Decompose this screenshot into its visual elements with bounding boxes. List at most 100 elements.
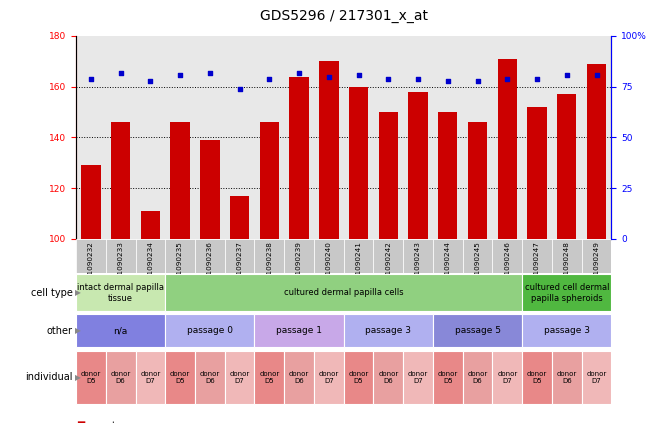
Text: donor
D5: donor D5 — [81, 371, 101, 384]
Text: donor
D6: donor D6 — [110, 371, 131, 384]
Text: donor
D5: donor D5 — [259, 371, 280, 384]
FancyBboxPatch shape — [492, 351, 522, 404]
FancyBboxPatch shape — [106, 351, 136, 404]
FancyBboxPatch shape — [522, 351, 552, 404]
FancyBboxPatch shape — [284, 351, 314, 404]
Text: donor
D6: donor D6 — [289, 371, 309, 384]
Text: donor
D7: donor D7 — [140, 371, 161, 384]
Point — [264, 75, 275, 82]
FancyBboxPatch shape — [254, 239, 284, 273]
Text: GSM1090240: GSM1090240 — [326, 241, 332, 290]
Text: GDS5296 / 217301_x_at: GDS5296 / 217301_x_at — [260, 9, 428, 23]
Text: passage 5: passage 5 — [455, 326, 500, 335]
Text: donor
D5: donor D5 — [527, 371, 547, 384]
FancyBboxPatch shape — [76, 314, 165, 347]
FancyBboxPatch shape — [314, 351, 344, 404]
Text: donor
D5: donor D5 — [438, 371, 458, 384]
Point — [145, 77, 156, 84]
Text: GSM1090241: GSM1090241 — [356, 241, 362, 290]
Text: GSM1090235: GSM1090235 — [177, 241, 183, 290]
Bar — [319, 61, 338, 239]
Text: n/a: n/a — [114, 326, 128, 335]
Bar — [171, 122, 190, 239]
Text: donor
D6: donor D6 — [557, 371, 577, 384]
Bar — [557, 94, 576, 239]
FancyBboxPatch shape — [344, 239, 373, 273]
FancyBboxPatch shape — [225, 351, 254, 404]
Point — [412, 75, 424, 82]
Text: GSM1090234: GSM1090234 — [147, 241, 153, 290]
FancyBboxPatch shape — [76, 351, 106, 404]
FancyBboxPatch shape — [225, 239, 254, 273]
Bar — [468, 122, 487, 239]
FancyBboxPatch shape — [522, 314, 611, 347]
FancyBboxPatch shape — [165, 239, 195, 273]
Text: passage 3: passage 3 — [544, 326, 590, 335]
Bar — [527, 107, 547, 239]
Text: donor
D7: donor D7 — [586, 371, 607, 384]
FancyBboxPatch shape — [136, 351, 165, 404]
Text: cultured cell dermal
papilla spheroids: cultured cell dermal papilla spheroids — [525, 283, 609, 302]
Text: GSM1090242: GSM1090242 — [385, 241, 391, 290]
Text: cultured dermal papilla cells: cultured dermal papilla cells — [284, 288, 403, 297]
Bar — [587, 64, 606, 239]
Text: GSM1090238: GSM1090238 — [266, 241, 272, 290]
Text: ▶: ▶ — [75, 373, 81, 382]
Point — [592, 71, 602, 78]
FancyBboxPatch shape — [195, 351, 225, 404]
Text: ▶: ▶ — [75, 326, 81, 335]
Text: intact dermal papilla
tissue: intact dermal papilla tissue — [77, 283, 164, 302]
Point — [532, 75, 543, 82]
FancyBboxPatch shape — [284, 239, 314, 273]
FancyBboxPatch shape — [344, 314, 433, 347]
FancyBboxPatch shape — [433, 351, 463, 404]
FancyBboxPatch shape — [403, 239, 433, 273]
Text: individual: individual — [25, 372, 73, 382]
Point — [502, 75, 513, 82]
Text: count: count — [91, 420, 116, 423]
Text: GSM1090236: GSM1090236 — [207, 241, 213, 290]
Bar — [290, 77, 309, 239]
Bar — [200, 140, 219, 239]
Text: donor
D7: donor D7 — [319, 371, 339, 384]
FancyBboxPatch shape — [582, 239, 611, 273]
Point — [294, 69, 305, 76]
FancyBboxPatch shape — [492, 239, 522, 273]
Text: donor
D6: donor D6 — [378, 371, 399, 384]
Text: donor
D7: donor D7 — [497, 371, 518, 384]
FancyBboxPatch shape — [433, 314, 522, 347]
Text: GSM1090232: GSM1090232 — [88, 241, 94, 290]
Bar — [230, 196, 249, 239]
Text: GSM1090247: GSM1090247 — [534, 241, 540, 290]
Bar — [349, 87, 368, 239]
FancyBboxPatch shape — [433, 239, 463, 273]
Text: GSM1090248: GSM1090248 — [564, 241, 570, 290]
Text: cell type: cell type — [31, 288, 73, 298]
Bar — [408, 92, 428, 239]
FancyBboxPatch shape — [254, 351, 284, 404]
FancyBboxPatch shape — [314, 239, 344, 273]
Text: donor
D7: donor D7 — [229, 371, 250, 384]
Text: GSM1090237: GSM1090237 — [237, 241, 243, 290]
Text: GSM1090243: GSM1090243 — [415, 241, 421, 290]
FancyBboxPatch shape — [403, 351, 433, 404]
Text: GSM1090246: GSM1090246 — [504, 241, 510, 290]
Text: donor
D6: donor D6 — [200, 371, 220, 384]
Bar — [498, 59, 517, 239]
Text: GSM1090245: GSM1090245 — [475, 241, 481, 290]
FancyBboxPatch shape — [76, 239, 106, 273]
Text: donor
D7: donor D7 — [408, 371, 428, 384]
Text: GSM1090249: GSM1090249 — [594, 241, 600, 290]
FancyBboxPatch shape — [582, 351, 611, 404]
Point — [175, 71, 185, 78]
Point — [235, 85, 245, 92]
FancyBboxPatch shape — [522, 239, 552, 273]
FancyBboxPatch shape — [373, 239, 403, 273]
Bar — [438, 112, 457, 239]
Text: passage 0: passage 0 — [187, 326, 233, 335]
FancyBboxPatch shape — [165, 351, 195, 404]
FancyBboxPatch shape — [522, 275, 611, 311]
FancyBboxPatch shape — [106, 239, 136, 273]
Point — [443, 77, 453, 84]
Bar — [111, 122, 130, 239]
